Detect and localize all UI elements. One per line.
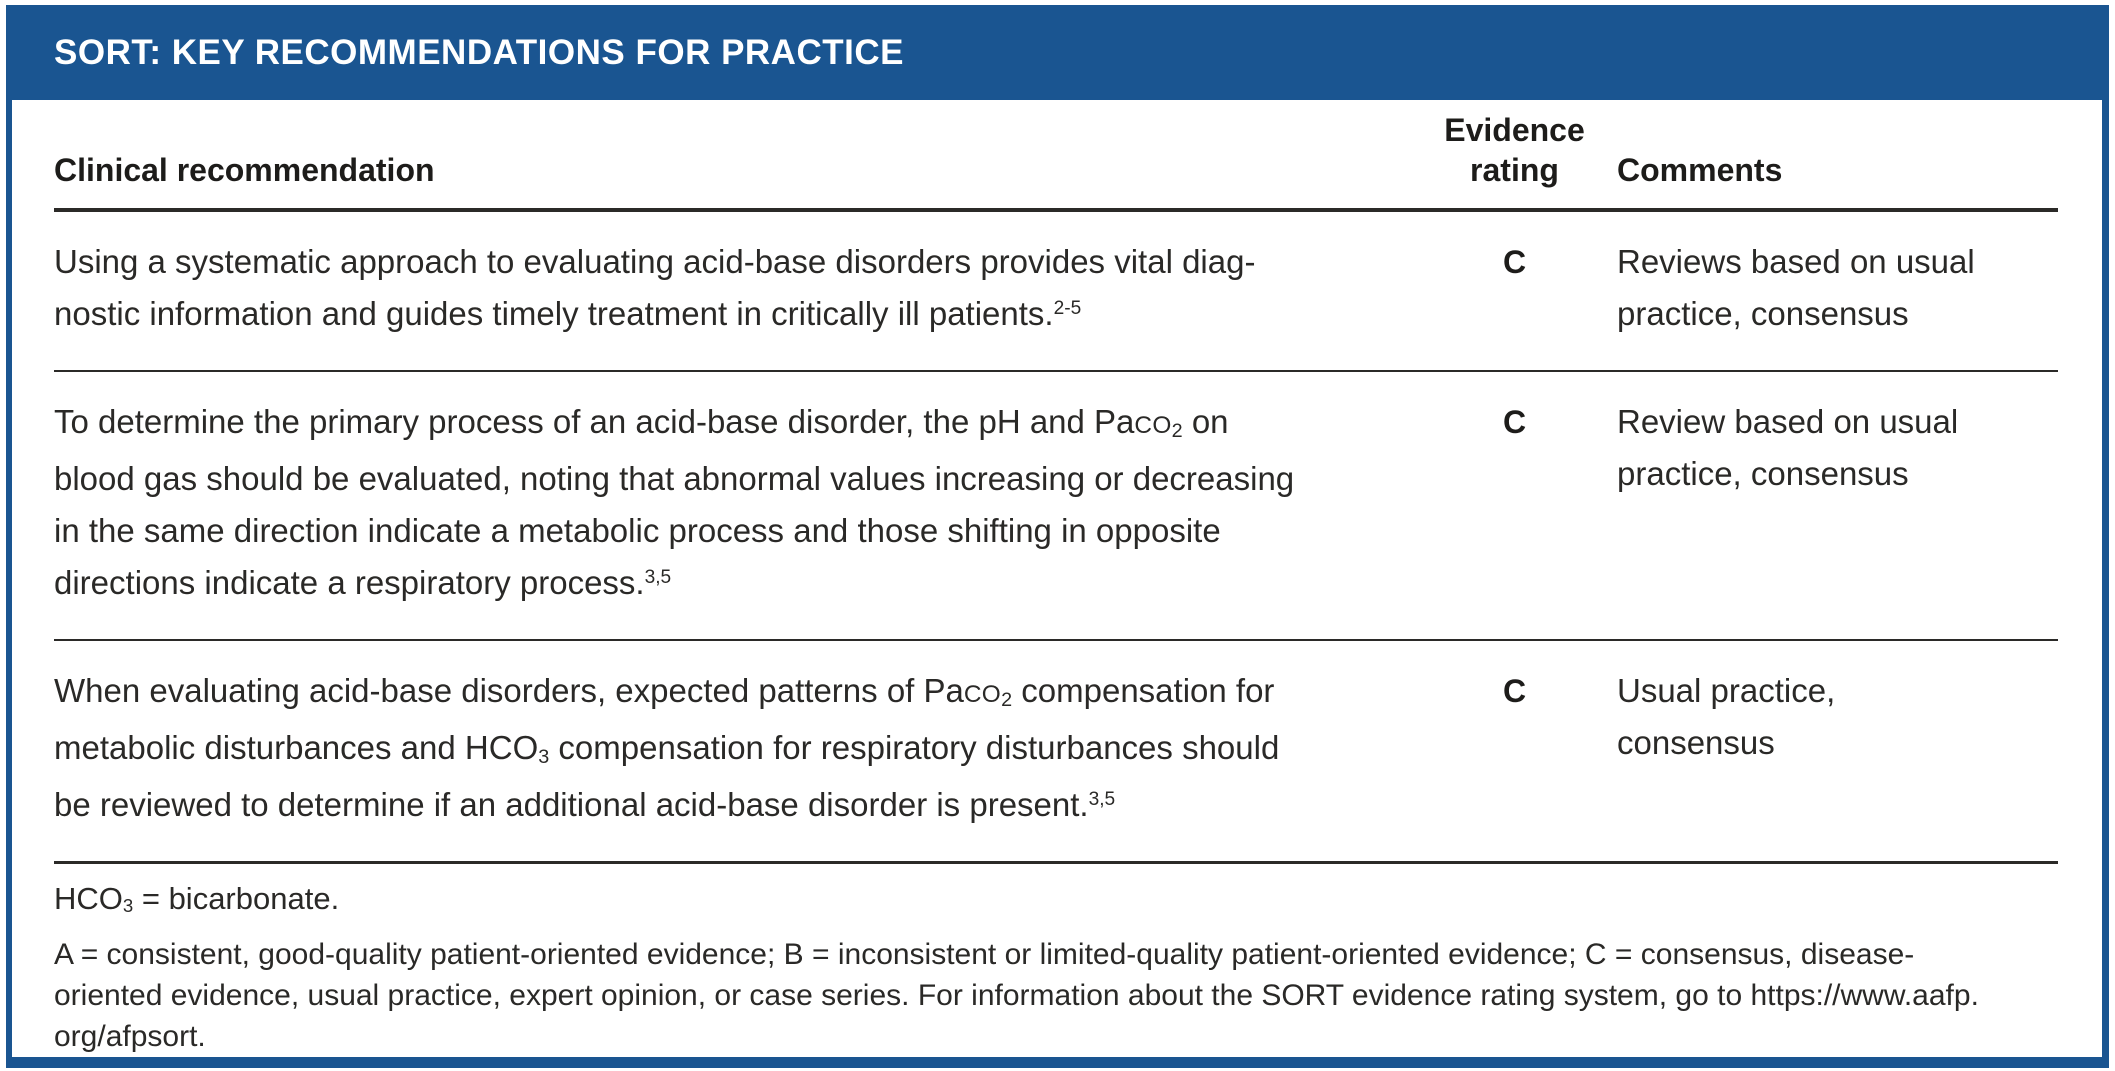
table-row: Using a systematic approach to evaluatin… bbox=[54, 212, 2058, 370]
row-divider bbox=[54, 639, 2058, 641]
recommendation-cell: When evaluating acid-base disorders, exp… bbox=[54, 672, 1280, 823]
comments-cell: Reviews based on usual practice, consensu… bbox=[1617, 243, 1975, 332]
column-header-clinical-recommendation: Clinical recommendation bbox=[54, 152, 435, 188]
footnote-divider bbox=[54, 861, 2058, 864]
sort-table: SORT: KEY RECOMMENDATIONS FOR PRACTICE C… bbox=[6, 5, 2109, 1068]
comments-cell: Usual practice, consensus bbox=[1617, 672, 1836, 761]
recommendation-cell: Using a systematic approach to evaluatin… bbox=[54, 243, 1256, 332]
column-header-evidence-rating: Evidence rating bbox=[1422, 110, 1607, 190]
footnote-abbreviation: HCO3 = bicarbonate. bbox=[54, 881, 340, 917]
table-row: To determine the primary process of an a… bbox=[54, 372, 2058, 639]
footnote-sort-description: A = consistent, good-quality patient-ori… bbox=[54, 938, 1979, 1053]
table-title: SORT: KEY RECOMMENDATIONS FOR PRACTICE bbox=[54, 32, 904, 72]
header-divider bbox=[54, 208, 2058, 212]
recommendation-cell: To determine the primary process of an a… bbox=[54, 403, 1295, 601]
table-title-bar: SORT: KEY RECOMMENDATIONS FOR PRACTICE bbox=[12, 5, 2102, 100]
column-header-row: Clinical recommendation Evidence rating … bbox=[54, 100, 2058, 208]
evidence-rating-cell: C bbox=[1502, 404, 1527, 440]
table-row: When evaluating acid-base disorders, exp… bbox=[54, 641, 2058, 861]
evidence-rating-cell: C bbox=[1502, 673, 1527, 709]
comments-cell: Review based on usual practice, consensus bbox=[1617, 403, 1959, 492]
column-header-comments: Comments bbox=[1617, 152, 1783, 188]
evidence-header-line1: Evidence bbox=[1444, 112, 1585, 148]
table-content: Clinical recommendation Evidence rating … bbox=[12, 100, 2102, 1057]
evidence-rating-cell: C bbox=[1502, 244, 1527, 280]
row-divider bbox=[54, 370, 2058, 372]
evidence-header-line2: rating bbox=[1470, 152, 1559, 188]
footnotes-section: HCO3 = bicarbonate. A = consistent, good… bbox=[54, 864, 2058, 1057]
